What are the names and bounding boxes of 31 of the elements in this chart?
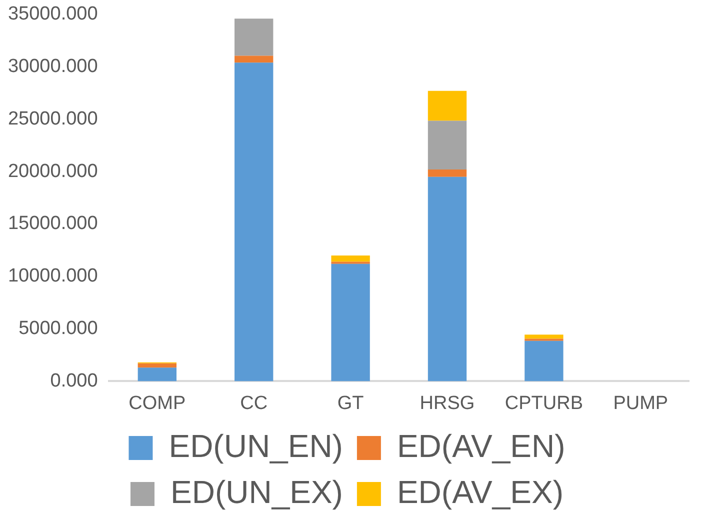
x-tick-label: PUMP: [613, 392, 668, 414]
bar: [234, 18, 274, 56]
x-tick-label: CC: [240, 392, 268, 414]
x-tick-label: COMP: [128, 392, 186, 414]
bar: [138, 368, 177, 382]
bar: [524, 340, 564, 382]
x-tick-label: CPTURB: [504, 392, 584, 414]
bar: [428, 120, 467, 170]
y-tick-label: 0.000: [50, 370, 98, 392]
bar: [138, 363, 177, 368]
bar: [428, 90, 467, 121]
bar: [524, 334, 564, 339]
bar: [428, 170, 467, 177]
legend-label: ED(AV_EX): [396, 474, 564, 510]
y-tick-label: 25000.000: [8, 108, 98, 130]
bar: [234, 62, 274, 382]
y-tick-label: 15000.000: [8, 213, 98, 234]
bar: [428, 176, 467, 382]
x-tick-label: GT: [337, 392, 364, 414]
bar: [331, 255, 370, 262]
legend-label: ED(UN_EN): [168, 428, 343, 464]
bar: [234, 56, 274, 63]
y-tick-label: 20000.000: [8, 160, 98, 182]
bar: [331, 264, 370, 382]
y-tick-label: 30000.000: [8, 56, 98, 78]
legend-label: ED(AV_EN): [396, 428, 566, 464]
y-tick-label: 35000.000: [8, 4, 98, 25]
legend-label: ED(UN_EX): [170, 474, 343, 510]
y-tick-label: 5000.000: [18, 318, 98, 340]
y-tick-label: 10000.000: [8, 266, 98, 287]
x-tick-label: HRSG: [420, 392, 475, 414]
